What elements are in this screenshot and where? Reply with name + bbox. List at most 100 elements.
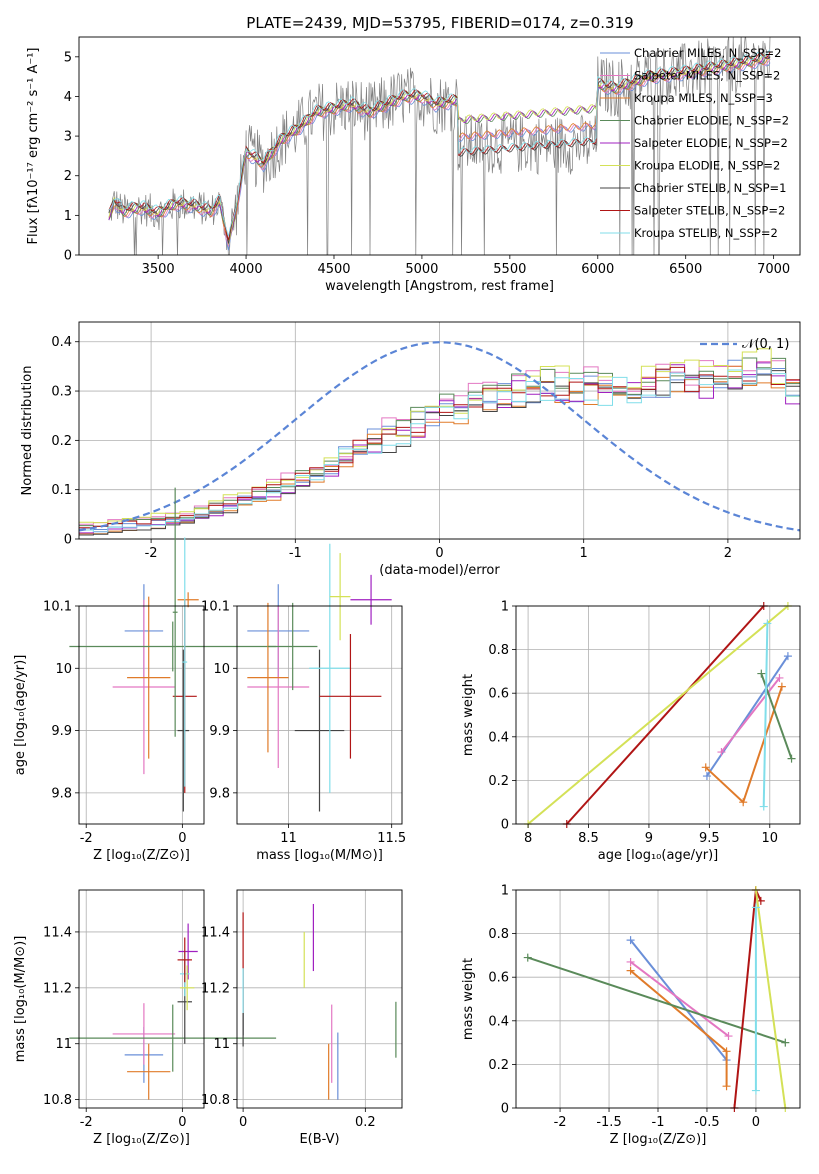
axes-frame <box>78 889 205 1109</box>
y-tick-label: 1 <box>501 884 509 899</box>
series-marker <box>739 798 748 807</box>
series-marker <box>781 1038 790 1047</box>
histogram-step-7 <box>79 366 800 529</box>
series-marker <box>757 669 766 678</box>
chart-title: PLATE=2439, MJD=53795, FIBERID=0174, z=0… <box>246 14 633 32</box>
residual-histogram-panel: -2 -1 0 1 2 0 0.1 0.2 0.3 0.4 (data-model)/error No… <box>20 321 801 578</box>
series-line-5 <box>527 605 789 825</box>
errorbar-point-8 <box>172 487 178 737</box>
y-tick-label: 9.8 <box>51 786 72 801</box>
x-tick-label: 5500 <box>493 262 526 277</box>
observed-spectrum-line <box>108 37 771 255</box>
y-tick-label: 10.1 <box>43 600 72 615</box>
y-tick-label: 11.2 <box>43 981 72 996</box>
x-tick-label: 0 <box>435 546 443 561</box>
x-tick-label: 5000 <box>405 262 438 277</box>
series-marker <box>626 957 635 966</box>
errorbar-point-8 <box>329 553 351 641</box>
errorbar-point-2 <box>127 1043 171 1100</box>
y-tick-label: 3 <box>64 130 72 145</box>
legend-label: Chabrier MILES, N_SSP=2 <box>634 46 781 60</box>
x-tick-label: 11.5 <box>377 831 406 846</box>
y-tick-label: 11.4 <box>201 925 230 940</box>
mass-vs-extinction-panel: 0 0.2 10.8 11 11.2 11.4 E(B-V) <box>201 889 403 1147</box>
y-axis-label: age [log₁₀(age/yr)] <box>13 655 28 776</box>
y-tick-label: 0.2 <box>488 774 509 789</box>
x-tick-label: -2 <box>80 1115 93 1130</box>
x-tick-label: -1.5 <box>596 1115 621 1130</box>
model-line-6 <box>108 53 771 244</box>
errorbar-point-4 <box>294 649 345 812</box>
model-line-5 <box>108 54 771 245</box>
errorbar-point-7 <box>350 574 392 625</box>
y-tick-label: 0 <box>501 1102 509 1117</box>
x-tick-label: -2 <box>554 1115 567 1130</box>
x-tick-label: 4000 <box>230 262 263 277</box>
x-axis-label: (data-model)/error <box>379 563 500 578</box>
series-line-2 <box>629 969 728 1087</box>
plot-area <box>247 543 392 812</box>
x-tick-label: -2 <box>80 831 93 846</box>
x-tick-label: 0 <box>178 1115 186 1130</box>
x-tick-label: 0 <box>752 1115 760 1130</box>
y-tick-label: 10 <box>213 662 230 677</box>
legend-label: Salpeter MILES, N_SSP=2 <box>634 69 780 83</box>
plot-area <box>69 923 277 1100</box>
series-line-5 <box>754 889 787 1109</box>
y-tick-label: 0.6 <box>488 687 509 702</box>
mass-vs-metallicity-panel: -2 0 10.8 11 11.2 11.4 Z [log₁₀(Z/Z⊙)] mass [lo… <box>13 889 277 1147</box>
y-axis-label: Flux [fλ10⁻¹⁷ erg cm⁻² s⁻¹ A⁻¹] <box>26 48 41 245</box>
y-tick-label: 9.8 <box>209 786 230 801</box>
y-tick-label: 0.8 <box>488 643 509 658</box>
x-axis-label: Z [log₁₀(Z/Z⊙)] <box>610 1132 707 1147</box>
errorbar-point-5 <box>177 592 199 608</box>
y-axis-label: Normed distribution <box>20 366 35 496</box>
x-axis-label: mass [log₁₀(M/M⊙)] <box>256 848 383 863</box>
series-line-1 <box>629 961 730 1037</box>
errorbar-point-1 <box>112 1003 176 1065</box>
x-tick-label: -2 <box>145 546 158 561</box>
y-tick-label: 1 <box>64 209 72 224</box>
y-tick-label: 10.1 <box>201 600 230 615</box>
series-marker <box>722 1082 731 1091</box>
series-marker <box>787 754 796 763</box>
legend-label: 𝒩(0, 1) <box>742 337 789 352</box>
x-tick-label: 11 <box>280 831 297 846</box>
y-axis-label: mass weight <box>461 958 476 1040</box>
y-tick-label: 4 <box>64 90 72 105</box>
series-line-1 <box>720 677 781 753</box>
x-tick-label: -1 <box>289 546 302 561</box>
y-tick-label: 0.3 <box>51 385 72 400</box>
model-line-7 <box>108 52 771 241</box>
y-tick-label: 9.9 <box>51 724 72 739</box>
series-line-2 <box>705 686 783 804</box>
model-line-4 <box>108 55 771 244</box>
histogram-step-3 <box>79 357 800 527</box>
x-tick-label: 3500 <box>142 262 175 277</box>
errorbar-point-3 <box>69 621 277 672</box>
series-marker <box>777 682 786 691</box>
x-tick-label: 9 <box>645 831 653 846</box>
y-tick-label: 0.4 <box>488 730 509 745</box>
mass-weight-vs-metallicity-panel: -2 -1.5 -1 -0.5 0 0 0.2 0.4 0.6 0.8 1 Z [log₁₀(Z/Z⊙… <box>461 884 801 1147</box>
x-tick-label: 7000 <box>757 262 790 277</box>
y-tick-label: 11.2 <box>201 981 230 996</box>
x-axis-label: Z [log₁₀(Z/Z⊙)] <box>93 1132 190 1147</box>
histogram-step-8 <box>79 368 800 533</box>
series-marker <box>722 1047 731 1056</box>
errorbar-point-7 <box>182 537 188 787</box>
series-marker <box>759 802 768 811</box>
x-tick-label: 8.5 <box>578 831 599 846</box>
y-tick-label: 0.4 <box>488 1014 509 1029</box>
y-tick-label: 11.4 <box>43 925 72 940</box>
y-tick-label: 11 <box>55 1037 72 1052</box>
legend-label: Kroupa ELODIE, N_SSP=2 <box>634 159 780 173</box>
age-vs-mass-panel: 11 11.5 9.8 9.9 10 10.1 mass [log₁₀(M/M⊙)] <box>201 543 406 863</box>
x-tick-label: 8 <box>524 831 532 846</box>
x-axis-label: E(B-V) <box>299 1132 339 1147</box>
axes-frame <box>78 36 801 256</box>
x-tick-label: 1 <box>580 546 588 561</box>
x-axis-label: wavelength [Angstrom, rest frame] <box>325 279 554 294</box>
errorbar-point-6 <box>177 649 190 812</box>
x-tick-label: 4500 <box>317 262 350 277</box>
